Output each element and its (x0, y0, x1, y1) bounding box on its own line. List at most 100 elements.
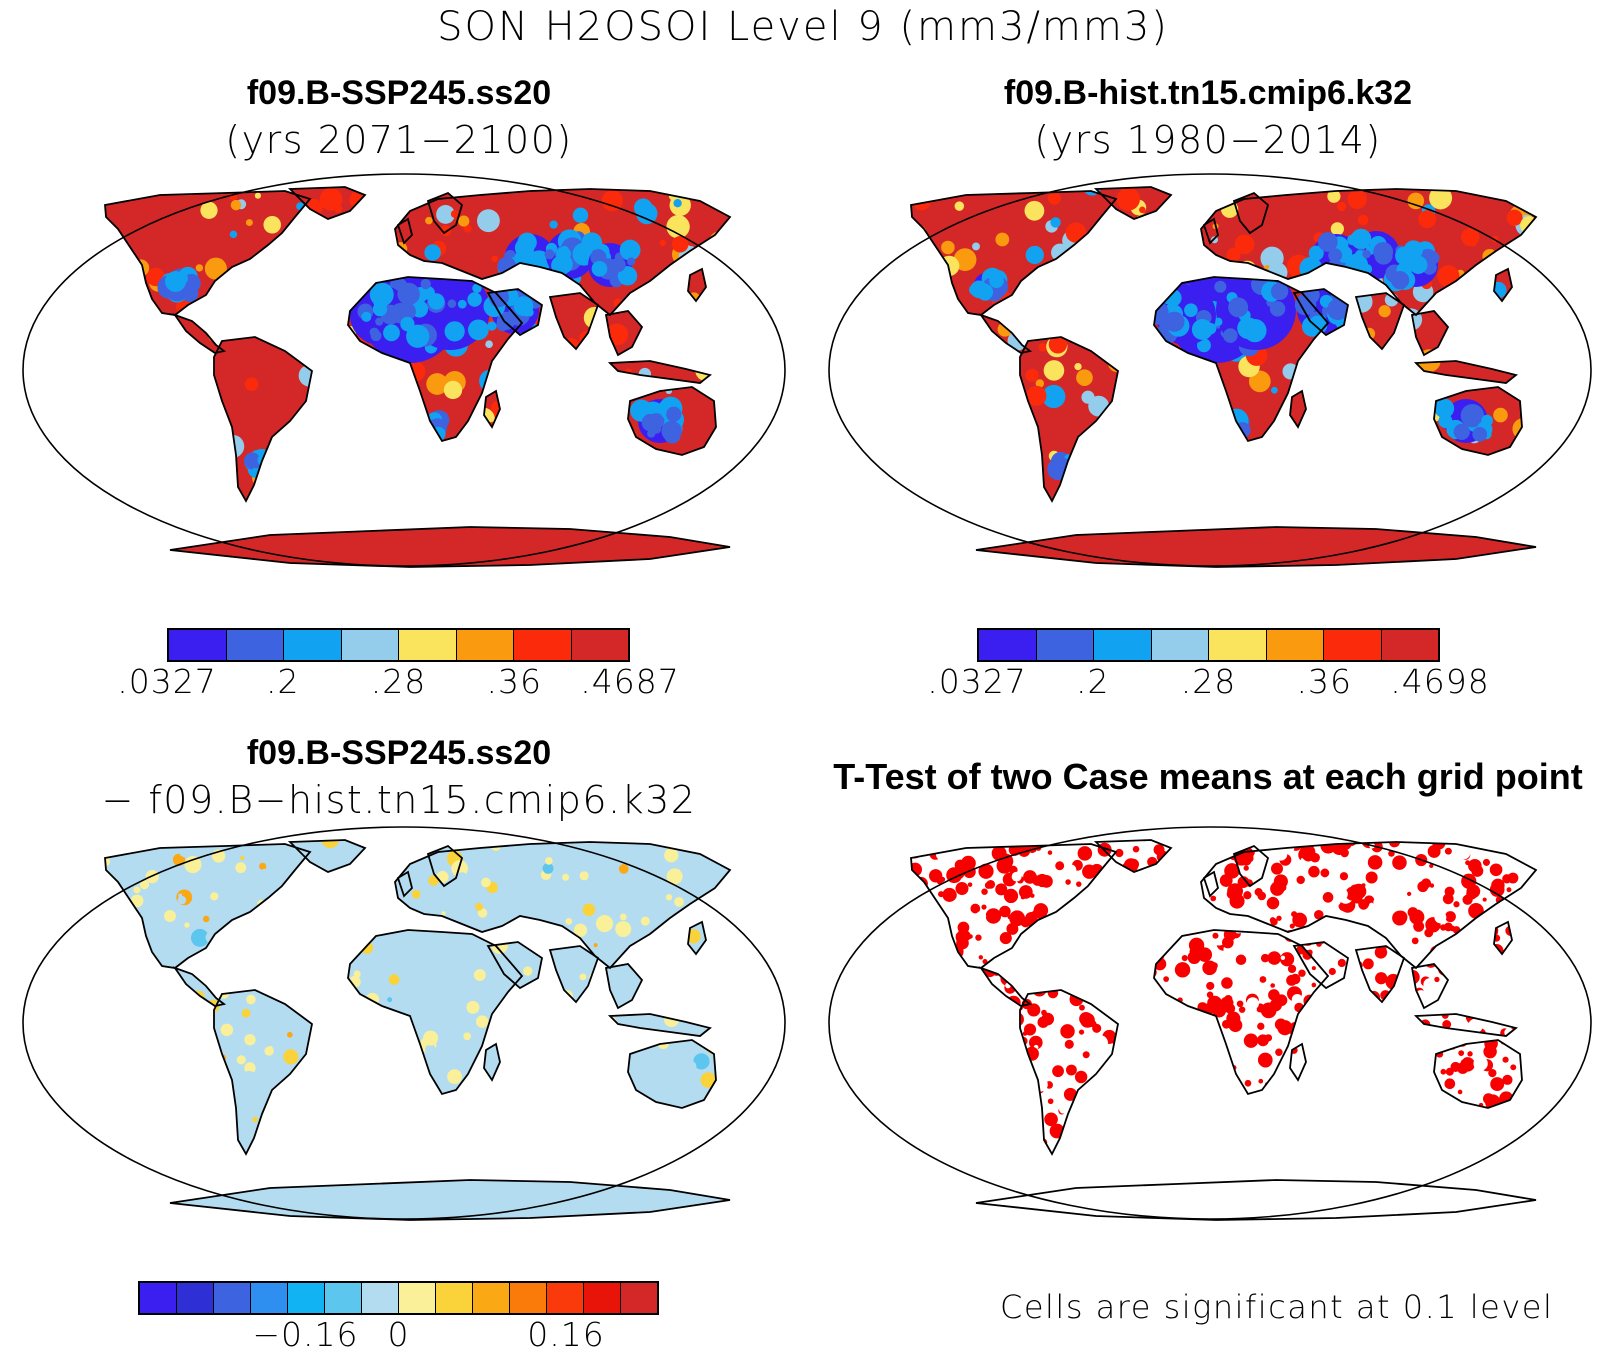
colorbar-swatch (436, 1283, 473, 1313)
coastline (1232, 191, 1270, 235)
coastline (1232, 844, 1270, 888)
coastline (604, 963, 644, 1010)
coastline (213, 336, 313, 503)
colorbar-swatch (341, 630, 399, 660)
coastline (1153, 276, 1330, 443)
coastline (1093, 839, 1173, 873)
coastline (1153, 929, 1330, 1096)
coastline (347, 276, 524, 443)
panel2-map (828, 173, 1592, 568)
coastline (978, 966, 1033, 1007)
colorbar-swatch (1094, 630, 1152, 660)
colorbar-tick-label: 0.16 (527, 1315, 605, 1354)
coastline (1354, 292, 1406, 351)
coastline (1354, 945, 1406, 1004)
coastline (1202, 217, 1219, 245)
figure-title: SON H2OSOI Level 9 (mm3/mm3) (437, 4, 1169, 50)
colorbar-swatch (979, 630, 1037, 660)
colorbar-swatch (1324, 630, 1382, 660)
panel1-colorbar-labels: .0327 .2 .28 .36 .4687 (117, 662, 678, 702)
colorbar-swatch (399, 1283, 436, 1313)
panel3-difference-subtitle: − f09.B−hist.tn15.cmip6.k32 (101, 778, 697, 822)
coastline (1410, 963, 1450, 1010)
coastline (604, 310, 644, 357)
map-boundary (22, 826, 786, 1220)
map-boundary (828, 826, 1592, 1220)
colorbar-swatch (547, 1283, 584, 1313)
land-field (911, 840, 1536, 1220)
colorbar-tick-label: .28 (1180, 662, 1237, 701)
coastline (172, 966, 227, 1007)
colorbar-tick-label: .2 (1076, 662, 1110, 701)
colorbar-tick-label: −0.16 (252, 1315, 359, 1354)
panel3-colorbar-labels: −0.16 0 0.16 (138, 1315, 659, 1354)
panel4-ttest-title: T-Test of two Case means at each grid po… (833, 756, 1583, 797)
colorbar-swatch (473, 1283, 510, 1313)
colorbar-swatch (1209, 630, 1267, 660)
coastline (483, 389, 501, 429)
colorbar-swatch (456, 630, 514, 660)
colorbar-swatch (510, 1283, 547, 1313)
colorbar-tick-label: .28 (370, 662, 427, 701)
coastline (1200, 841, 1538, 970)
coastline (426, 191, 464, 235)
colorbar-swatch (288, 1283, 325, 1313)
panel1-map (22, 173, 786, 568)
colorbar-swatch (1381, 630, 1438, 660)
colorbar-swatch (621, 1283, 657, 1313)
land-field (105, 187, 730, 567)
coastline (426, 844, 464, 888)
coastline (687, 267, 707, 303)
coastline (104, 843, 312, 969)
panel1-colorbar (167, 628, 630, 662)
colorbar-swatch (226, 630, 284, 660)
land-field (105, 840, 730, 1220)
map-boundary (22, 173, 786, 567)
coastline (213, 989, 313, 1156)
colorbar-swatch (251, 1283, 288, 1313)
colorbar-tick-label: .36 (1296, 662, 1352, 701)
coastline (1433, 1039, 1523, 1109)
colorbar-tick-label: .36 (486, 662, 542, 701)
colorbar-swatch (1266, 630, 1324, 660)
coastline (1493, 920, 1513, 956)
coastline (627, 386, 717, 456)
colorbar-swatch (169, 630, 227, 660)
colorbar-tick-label: .4698 (1390, 662, 1490, 701)
coastline (607, 1013, 712, 1037)
panel2-case-title: f09.B-hist.tn15.cmip6.k32 (1003, 74, 1413, 112)
colorbar-swatch (399, 630, 457, 660)
panel1-years-subtitle: (yrs 2071−2100) (225, 118, 573, 162)
coastline (483, 1042, 501, 1082)
coastline (978, 313, 1033, 354)
coastline (287, 186, 367, 220)
panel2-years-subtitle: (yrs 1980−2014) (1034, 118, 1382, 162)
panel3-map (22, 826, 786, 1221)
panel1-case-title: f09.B-SSP245.ss20 (246, 74, 552, 112)
coastline (607, 360, 712, 384)
colorbar-swatch (362, 1283, 399, 1313)
coastline (548, 292, 600, 351)
panel4-map (828, 826, 1592, 1221)
coastline (396, 870, 413, 898)
colorbar-tick-label: .0327 (927, 662, 1027, 701)
panel2-colorbar-labels: .0327 .2 .28 .36 .4698 (927, 662, 1488, 702)
coastline (104, 190, 312, 316)
coastline (1410, 310, 1450, 357)
coastline (1019, 989, 1119, 1156)
colorbar-swatch (514, 630, 572, 660)
panel3-colorbar (138, 1281, 659, 1315)
colorbar-swatch (284, 630, 342, 660)
coastline (627, 1039, 717, 1109)
coastline (347, 929, 524, 1096)
coastline (910, 843, 1118, 969)
land-field (911, 187, 1536, 567)
colorbar-tick-label: 0 (387, 1315, 410, 1354)
coastline (396, 217, 413, 245)
coastline (1202, 870, 1219, 898)
colorbar-tick-label: .0327 (117, 662, 217, 701)
colorbar-swatch (140, 1283, 177, 1313)
coastline (1200, 188, 1538, 317)
colorbar-swatch (177, 1283, 214, 1313)
coastline (1019, 336, 1119, 503)
